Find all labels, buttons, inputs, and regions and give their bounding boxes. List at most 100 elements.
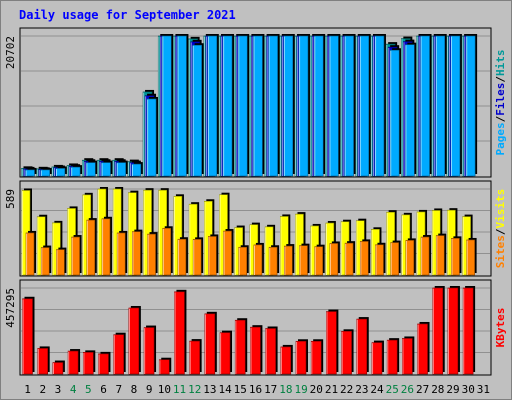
x-tick-label: 20 <box>310 383 323 396</box>
bar-kbytes-day-18 <box>280 344 293 375</box>
bar-kbytes-day-29 <box>447 286 460 375</box>
bar-kbytes-day-30 <box>462 286 476 375</box>
bar-pages-day-25 <box>389 48 402 177</box>
bar-sites-day-8 <box>132 229 143 276</box>
x-tick-label: 5 <box>85 383 92 396</box>
bar-sites-day-9 <box>147 232 158 276</box>
bar-kbytes-day-5 <box>82 350 96 375</box>
bar-pages-day-5 <box>85 160 98 177</box>
x-tick-label: 19 <box>294 383 307 396</box>
bar-sites-day-14 <box>223 229 234 276</box>
series-label-sites: Sites <box>494 235 507 268</box>
x-tick-label: 14 <box>218 383 232 396</box>
chart-title: Daily usage for September 2021 <box>19 8 236 22</box>
bar-pages-day-2 <box>40 167 52 177</box>
x-tick-label: 31 <box>477 383 490 396</box>
panel-kbytes: 457295 KBytes <box>4 279 507 376</box>
x-tick-label: 18 <box>279 383 292 396</box>
bar-kbytes-day-19 <box>295 339 308 375</box>
x-tick-label: 9 <box>146 383 153 396</box>
panel-kbytes-bars <box>22 286 476 375</box>
bar-pages-day-10 <box>161 34 174 177</box>
bar-pages-day-23 <box>359 34 371 177</box>
bar-pages-day-9 <box>146 96 159 177</box>
bar-kbytes-day-16 <box>250 325 263 375</box>
series-label-separator: / <box>494 115 507 122</box>
bar-sites-day-3 <box>56 247 67 276</box>
bar-pages-day-19 <box>298 34 310 177</box>
series-label-separator: / <box>494 228 507 235</box>
bar-kbytes-day-4 <box>67 349 81 375</box>
x-tick-label: 8 <box>131 383 138 396</box>
panel-hits-bars <box>21 34 478 177</box>
bar-pages-day-14 <box>222 34 235 177</box>
series-label-kbytes: KBytes <box>494 308 507 348</box>
panel-visits-series-label: Sites/Visits <box>494 189 507 269</box>
bar-sites-day-30 <box>466 237 477 276</box>
bar-kbytes-day-17 <box>265 326 278 375</box>
bar-kbytes-day-7 <box>113 332 126 375</box>
bar-kbytes-day-24 <box>371 340 384 375</box>
series-label-visits: Visits <box>494 189 507 229</box>
bar-kbytes-day-1 <box>22 296 35 375</box>
bar-pages-day-20 <box>313 34 326 177</box>
bar-pages-day-13 <box>207 34 219 177</box>
bar-sites-day-21 <box>329 241 340 276</box>
bar-kbytes-day-6 <box>98 351 111 375</box>
panel-kbytes-ymax-label: 457295 <box>4 288 17 328</box>
bar-pages-day-1 <box>25 167 37 177</box>
x-tick-label: 15 <box>234 383 247 396</box>
x-tick-label: 24 <box>370 383 384 396</box>
bar-pages-day-24 <box>374 34 386 177</box>
bar-pages-day-3 <box>55 166 67 177</box>
bar-kbytes-day-20 <box>310 339 324 375</box>
bar-sites-day-24 <box>375 242 386 276</box>
bar-pages-day-18 <box>283 34 295 177</box>
x-tick-label: 22 <box>340 383 353 396</box>
bar-kbytes-day-12 <box>189 339 202 375</box>
bar-kbytes-day-3 <box>52 360 65 375</box>
bar-kbytes-day-28 <box>432 286 445 375</box>
bar-pages-day-26 <box>405 42 417 177</box>
bar-sites-day-4 <box>71 235 82 276</box>
bar-sites-day-19 <box>299 243 310 276</box>
bar-kbytes-day-26 <box>402 336 415 375</box>
bar-pages-day-29 <box>450 34 462 177</box>
bar-pages-day-28 <box>435 34 447 177</box>
panel-visits-bars <box>21 187 477 276</box>
x-tick-label: 10 <box>158 383 171 396</box>
x-tick-label: 12 <box>188 383 201 396</box>
bar-pages-day-17 <box>268 34 280 177</box>
x-tick-label: 26 <box>401 383 414 396</box>
x-tick-label: 29 <box>446 383 459 396</box>
bar-sites-day-26 <box>405 238 416 276</box>
x-tick-label: 25 <box>386 383 399 396</box>
bar-kbytes-day-8 <box>128 305 141 375</box>
bar-pages-day-30 <box>465 34 478 177</box>
x-tick-label: 28 <box>431 383 444 396</box>
bar-sites-day-15 <box>238 245 249 276</box>
bar-kbytes-day-11 <box>174 289 187 375</box>
x-tick-label: 23 <box>355 383 368 396</box>
panel-hits-ymax-label: 20702 <box>4 36 17 69</box>
bar-sites-day-16 <box>253 242 264 276</box>
bar-pages-day-27 <box>420 34 432 177</box>
x-tick-label: 21 <box>325 383 338 396</box>
bar-sites-day-23 <box>359 239 371 276</box>
bar-pages-day-11 <box>177 34 189 177</box>
bar-sites-day-5 <box>86 218 97 276</box>
bar-pages-day-16 <box>253 34 265 177</box>
bar-kbytes-day-9 <box>143 325 157 375</box>
bar-kbytes-day-14 <box>219 330 233 375</box>
x-tick-label: 4 <box>70 383 77 396</box>
bar-sites-day-18 <box>283 244 295 276</box>
x-tick-label: 11 <box>173 383 186 396</box>
x-tick-label: 13 <box>203 383 216 396</box>
x-tick-label: 16 <box>249 383 262 396</box>
bar-sites-day-29 <box>451 236 462 276</box>
panel-kbytes-series-label: KBytes <box>494 308 507 348</box>
panel-visits-ymax-label: 589 <box>4 189 17 209</box>
bar-pages-day-12 <box>192 43 204 177</box>
